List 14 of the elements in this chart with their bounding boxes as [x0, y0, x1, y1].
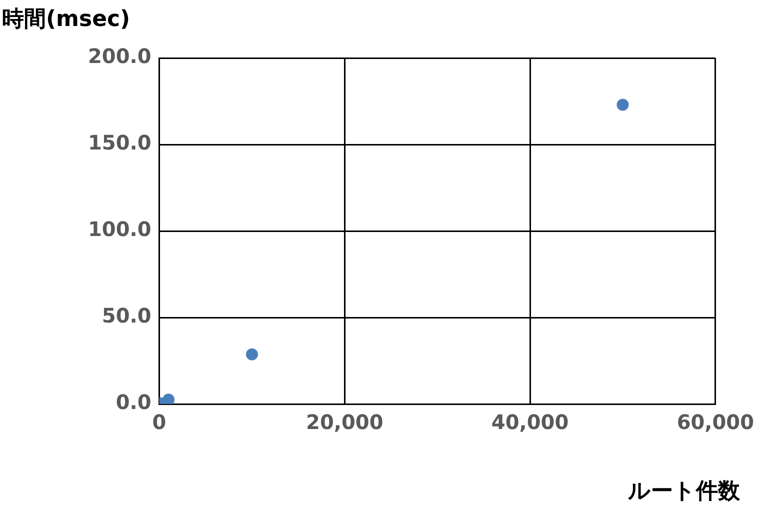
y-tick-label: 50.0: [102, 304, 152, 328]
x-tick-label: 20,000: [306, 410, 384, 434]
y-tick-label: 200.0: [88, 44, 152, 68]
point: [162, 394, 175, 404]
y-tick-label: 150.0: [88, 130, 152, 155]
y-tick-label: 100.0: [88, 217, 152, 242]
x-tick-label: 60,000: [676, 410, 754, 434]
y-axis-title: 時間(msec): [2, 6, 130, 34]
point: [616, 98, 629, 111]
x-tick-label: 40,000: [491, 410, 569, 434]
point: [246, 348, 258, 360]
y-tick-label: 0.0: [116, 390, 152, 414]
x-tick-label: 0: [152, 410, 166, 434]
x-axis-title: ルート件数: [628, 478, 740, 506]
